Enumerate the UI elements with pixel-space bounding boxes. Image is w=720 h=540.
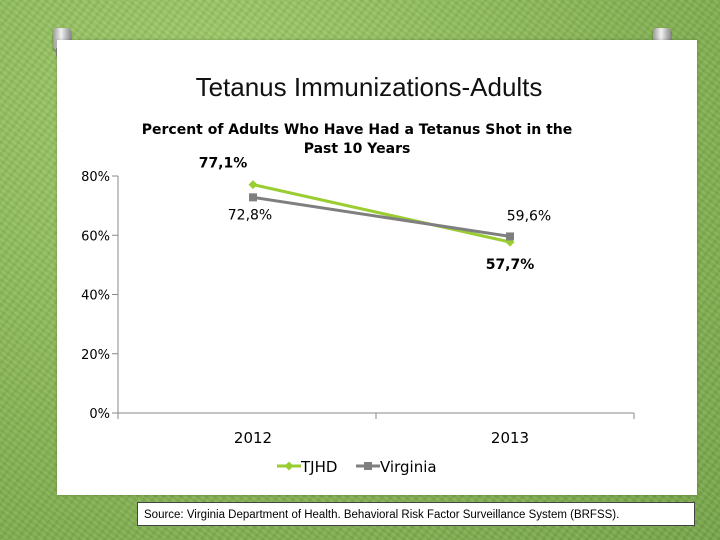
data-label-virginia: 59,6%: [507, 208, 551, 224]
y-axis: 0% 20% 40% 60% 80%: [81, 170, 119, 422]
legend-marker: [364, 462, 372, 470]
series-line-tjhd: [252, 183, 511, 244]
slide-card: [57, 40, 697, 495]
y-tick-label: 40%: [81, 289, 110, 304]
y-tick-label: 60%: [81, 229, 110, 244]
point-tjhd: [248, 180, 258, 190]
y-tick-label: 0%: [89, 407, 110, 422]
series-line-virginia: [252, 195, 511, 238]
data-label-tjhd: 57,7%: [486, 257, 535, 273]
y-tick-label: 20%: [81, 348, 110, 363]
series-layer: 77,1% 57,7% 72,8% 59,6%: [199, 156, 552, 273]
x-tick-label: 2013: [491, 429, 529, 447]
point-virginia: [506, 232, 514, 241]
legend-marker: [284, 461, 294, 471]
data-label-virginia: 72,8%: [228, 207, 272, 223]
data-label-tjhd: 77,1%: [199, 156, 248, 172]
x-axis: 2012 2013: [117, 412, 635, 447]
y-tick-label: 80%: [81, 170, 110, 185]
point-virginia: [249, 193, 257, 202]
source-footer: Source: Virginia Department of Health. B…: [137, 502, 695, 526]
slide-title: Tetanus Immunizations-Adults: [195, 72, 543, 102]
legend-label: TJHD: [300, 458, 337, 476]
legend: TJHD Virginia: [277, 458, 437, 476]
x-tick-label: 2012: [234, 429, 272, 447]
legend-label: Virginia: [380, 458, 437, 476]
chart-title-line-1: Percent of Adults Who Have Had a Tetanus…: [142, 122, 573, 138]
chart-title-line-2: Past 10 Years: [304, 141, 411, 157]
